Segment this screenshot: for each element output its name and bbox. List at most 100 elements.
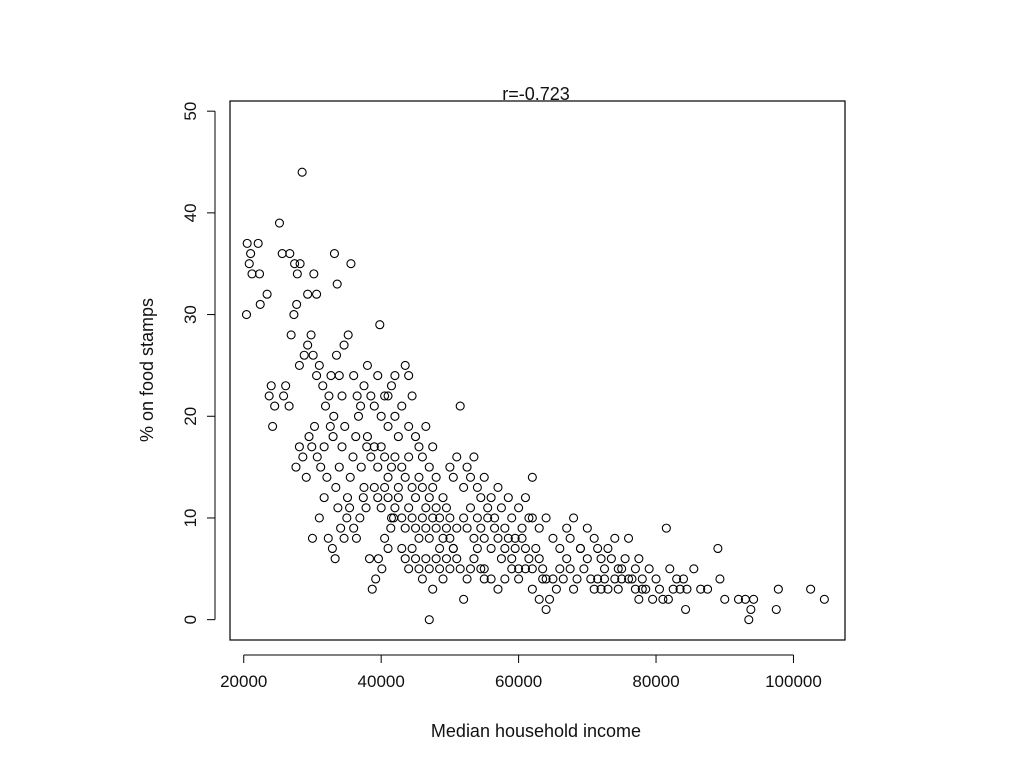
data-point	[393, 482, 403, 493]
data-point	[500, 543, 510, 554]
data-point	[349, 523, 359, 533]
data-point	[312, 371, 322, 381]
data-point	[617, 564, 627, 574]
data-point	[334, 462, 344, 472]
data-point	[362, 360, 372, 370]
data-point	[431, 554, 441, 564]
data-point	[448, 543, 458, 554]
data-point	[359, 482, 369, 493]
data-point	[241, 310, 252, 320]
data-point	[486, 574, 496, 584]
data-point	[383, 493, 393, 503]
data-point	[356, 401, 366, 411]
data-point	[297, 167, 307, 177]
data-point	[337, 442, 347, 452]
data-point	[599, 574, 610, 584]
data-point	[390, 371, 400, 381]
y-tick-label: 20	[181, 407, 200, 426]
data-point	[634, 554, 644, 564]
data-point	[507, 564, 517, 574]
data-point	[312, 289, 322, 299]
data-point	[524, 513, 534, 523]
data-point	[644, 564, 654, 574]
data-point	[410, 432, 421, 442]
data-point	[486, 543, 496, 554]
data-point	[270, 401, 280, 411]
data-point	[562, 554, 572, 564]
data-point	[383, 543, 393, 554]
data-point	[404, 452, 414, 462]
data-point	[668, 584, 678, 594]
x-tick-label: 60000	[495, 672, 542, 691]
data-point	[462, 574, 472, 584]
data-point	[359, 381, 369, 391]
data-point	[603, 543, 613, 554]
data-point	[377, 564, 387, 574]
data-point	[599, 564, 610, 574]
data-point	[538, 564, 548, 574]
data-point	[351, 533, 361, 543]
data-point	[665, 564, 675, 574]
data-point	[455, 401, 465, 411]
data-point	[569, 584, 579, 594]
data-point	[407, 543, 417, 554]
data-point	[431, 472, 441, 482]
data-point	[386, 462, 397, 472]
data-point	[320, 401, 331, 411]
data-point	[339, 533, 349, 543]
data-point	[390, 452, 400, 462]
data-point	[479, 472, 489, 482]
data-point	[397, 513, 407, 523]
data-point	[749, 594, 759, 604]
data-point	[424, 615, 434, 625]
data-point	[606, 554, 616, 564]
data-point	[346, 259, 356, 269]
data-point	[548, 533, 558, 543]
data-point	[330, 554, 340, 564]
data-point	[544, 594, 555, 604]
data-point	[520, 493, 531, 503]
data-point	[663, 594, 673, 604]
data-point	[424, 564, 434, 574]
data-point	[459, 513, 469, 523]
data-point	[340, 421, 350, 431]
data-point	[414, 564, 424, 574]
data-point	[369, 442, 379, 452]
data-point	[397, 462, 407, 472]
data-point	[435, 543, 445, 554]
data-point	[331, 482, 341, 493]
data-point	[373, 462, 383, 472]
data-point	[421, 523, 431, 533]
data-point	[362, 442, 372, 452]
data-point	[610, 533, 620, 543]
data-point	[314, 360, 324, 370]
data-point	[356, 462, 366, 472]
data-point	[744, 615, 754, 625]
data-point	[654, 584, 665, 594]
data-point	[514, 503, 524, 513]
data-point	[490, 513, 500, 523]
data-point	[336, 523, 346, 533]
data-point	[806, 584, 816, 594]
data-point	[531, 543, 541, 554]
data-point	[527, 472, 537, 482]
data-point	[486, 493, 496, 503]
data-point	[445, 564, 455, 574]
data-point	[410, 523, 421, 533]
data-point	[397, 401, 407, 411]
data-point	[254, 269, 265, 279]
data-point	[541, 513, 551, 523]
data-point	[294, 360, 304, 370]
data-point	[569, 513, 579, 523]
data-point	[292, 299, 302, 309]
data-point	[438, 533, 448, 543]
data-point	[380, 452, 390, 462]
data-point	[407, 391, 417, 401]
data-point	[383, 391, 393, 401]
data-point	[309, 421, 320, 431]
data-point	[589, 584, 599, 594]
data-point	[307, 442, 317, 452]
data-point	[596, 584, 606, 594]
x-tick-label: 100000	[765, 672, 822, 691]
data-point	[333, 503, 343, 513]
